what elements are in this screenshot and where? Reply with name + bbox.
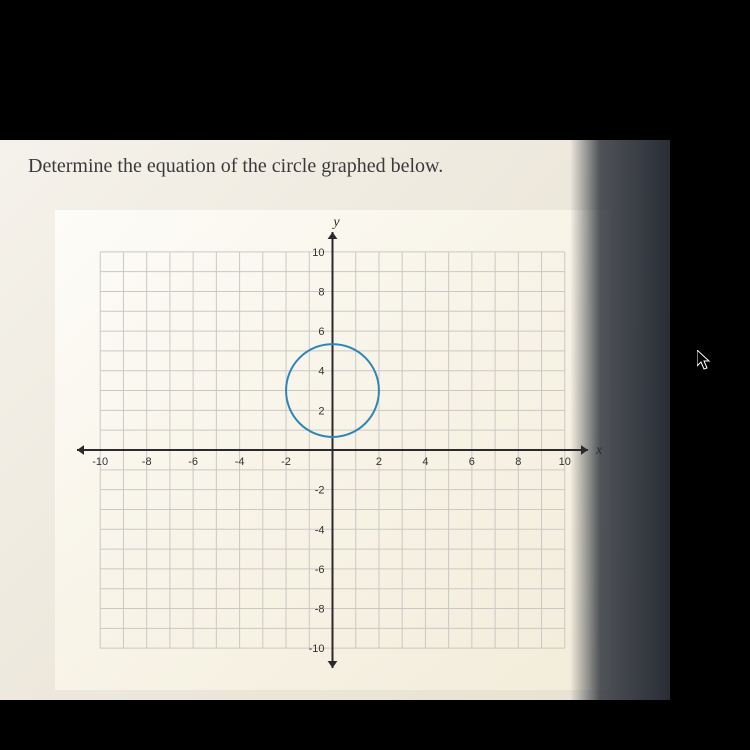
y-tick-label: -8 [315, 604, 325, 616]
y-tick-label: 8 [318, 286, 324, 298]
mouse-cursor [697, 350, 713, 372]
y-tick-label: -10 [309, 643, 325, 655]
y-axis-label: y [331, 215, 340, 230]
x-tick-label: -4 [235, 456, 245, 468]
y-tick-label: 10 [312, 247, 324, 259]
x-tick-label: -2 [281, 456, 291, 468]
question-text: Determine the equation of the circle gra… [28, 155, 443, 178]
y-tick-label: -4 [315, 524, 325, 536]
x-tick-label: 2 [376, 456, 382, 468]
y-tick-label: -6 [315, 564, 325, 576]
x-tick-label: -6 [188, 456, 198, 468]
y-tick-label: 6 [318, 326, 324, 338]
x-tick-label: 8 [515, 456, 521, 468]
x-tick-label: -10 [92, 456, 108, 468]
y-tick-label: 2 [318, 405, 324, 417]
chart-container: -10 -8 -6 -4 -2 2 4 6 8 10 10 8 6 4 2 -2 -4 -6 -8 -10 x y [55, 210, 610, 690]
x-tick-label: 4 [422, 456, 428, 468]
x-tick-label: 10 [559, 456, 571, 468]
y-tick-label: 4 [318, 366, 324, 378]
x-tick-label: 6 [469, 456, 475, 468]
x-axis-label: x [595, 443, 603, 458]
y-tick-label: -2 [315, 485, 325, 497]
x-tick-label: -8 [142, 456, 152, 468]
coordinate-plane-chart: -10 -8 -6 -4 -2 2 4 6 8 10 10 8 6 4 2 -2 -4 -6 -8 -10 x y [55, 210, 610, 690]
